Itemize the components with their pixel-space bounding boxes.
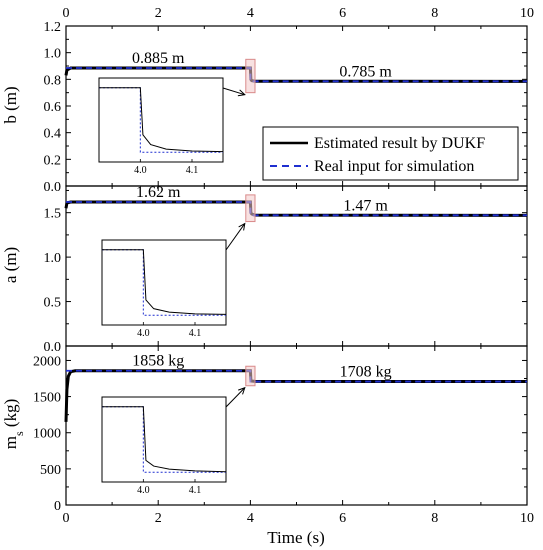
y-tick-label: 0.5 [44, 296, 62, 311]
panel-ms: 0 500 1000 1500 2000 4.0 4.1 1858 kg 1708 kg m… [1, 345, 528, 514]
panel-ms-inset: 4.0 4.1 [101, 365, 256, 496]
y-tick-label: 2000 [33, 354, 61, 369]
legend-label-real: Real input for simulation [314, 158, 474, 175]
annotation-label: 1.62 m [136, 184, 181, 201]
panel-b: 0.0 0.2 0.4 0.6 0.8 1.0 1.2 4.0 4.1 0.885 m 0.78… [1, 20, 528, 195]
panel-a-inset: 4.0 4.1 [101, 194, 256, 339]
zoom-arrow-line [222, 87, 245, 96]
y-tick-label: 1.0 [44, 47, 62, 62]
x-tick-label: 8 [431, 511, 438, 526]
inset-frame [98, 77, 224, 163]
top-tick-label: 8 [431, 6, 438, 21]
zoom-arrow-line [225, 387, 246, 408]
panel-ms-ticks: 0 500 1000 1500 2000 [33, 345, 528, 514]
panel-ms-ylabel: ms (kg) [1, 399, 26, 449]
panel-a-series [64, 200, 528, 217]
x-tick-label: 4 [247, 511, 254, 526]
y-tick-label: 0 [54, 499, 61, 514]
series-line-real [66, 201, 527, 217]
inset-tick-label: 4.1 [186, 165, 199, 176]
series-line-real [66, 369, 527, 383]
y-tick-label: 500 [40, 463, 61, 478]
annotation-label: 0.785 m [339, 63, 392, 80]
panel-a-ylabel: a (m) [1, 247, 20, 283]
x-tick-label: 10 [520, 511, 534, 526]
inset-line-estimated [99, 87, 224, 153]
legend-label-estimated: Estimated result by DUKF [314, 135, 485, 152]
top-tick-label: 6 [339, 6, 346, 21]
zoom-arrow-head [237, 89, 246, 97]
y-tick-label: 1.2 [44, 20, 62, 35]
y-tick-label: 0.0 [44, 180, 62, 195]
annotation-label: 1858 kg [132, 353, 184, 370]
legend-box [262, 126, 519, 181]
zoom-arrow-head [238, 222, 246, 231]
legend: Estimated result by DUKF Real input for … [262, 126, 519, 181]
series-line-estimated [64, 200, 528, 217]
inset-tick-label: 4.0 [137, 485, 150, 496]
top-tick-label: 4 [247, 6, 254, 21]
panel-a-annotations: 1.62 m 1.47 m [136, 184, 388, 214]
y-tick-label: 1.0 [44, 251, 62, 266]
inset-line-estimated [102, 249, 227, 315]
x-axis-tick-labels: 0 2 4 6 8 10 [63, 511, 535, 526]
top-tick-label: 2 [155, 6, 162, 21]
zoom-region-box [245, 194, 256, 223]
inset-tick-label: 4.0 [134, 165, 147, 176]
top-tick-label: 0 [63, 6, 70, 21]
inset-tick-label: 4.0 [137, 328, 150, 339]
panel-b-inset: 4.0 4.1 [98, 58, 256, 176]
zoom-arrow-head [238, 386, 246, 395]
inset-frame [101, 396, 227, 483]
zoom-region-box [245, 58, 256, 94]
top-tick-label: 10 [520, 6, 534, 21]
panel-b-annotations: 0.885 m 0.785 m [132, 50, 392, 80]
top-axis-tick-labels: 0 2 4 6 8 10 [63, 6, 535, 21]
panel-b-ylabel: b (m) [1, 86, 20, 123]
panel-a: 0.0 0.5 1.0 1.5 4.0 4.1 1.62 m 1.47 m a (m) [1, 184, 528, 355]
panel-ms-annotations: 1858 kg 1708 kg [132, 353, 391, 381]
y-tick-label: 1.5 [44, 207, 62, 222]
inset-tick-label: 4.1 [189, 328, 202, 339]
y-tick-label: 0.0 [44, 340, 62, 355]
annotation-label: 1.47 m [343, 197, 388, 214]
y-tick-label: 0.2 [44, 153, 62, 168]
y-tick-label: 0.8 [44, 73, 62, 88]
x-axis-label: Time (s) [267, 528, 324, 547]
y-tick-label: 1500 [33, 391, 61, 406]
inset-frame [101, 239, 227, 326]
y-tick-label: 1000 [33, 427, 61, 442]
annotation-label: 0.885 m [132, 50, 185, 67]
x-tick-label: 2 [155, 511, 162, 526]
inset-line-estimated [102, 406, 227, 473]
y-tick-label: 0.6 [44, 100, 62, 115]
inset-tick-label: 4.1 [189, 485, 202, 496]
zoom-region-box [245, 365, 256, 387]
zoom-arrow-line [225, 223, 246, 251]
x-tick-label: 0 [63, 511, 70, 526]
annotation-label: 1708 kg [340, 364, 392, 381]
x-tick-label: 6 [339, 511, 346, 526]
y-tick-label: 0.4 [44, 127, 62, 142]
